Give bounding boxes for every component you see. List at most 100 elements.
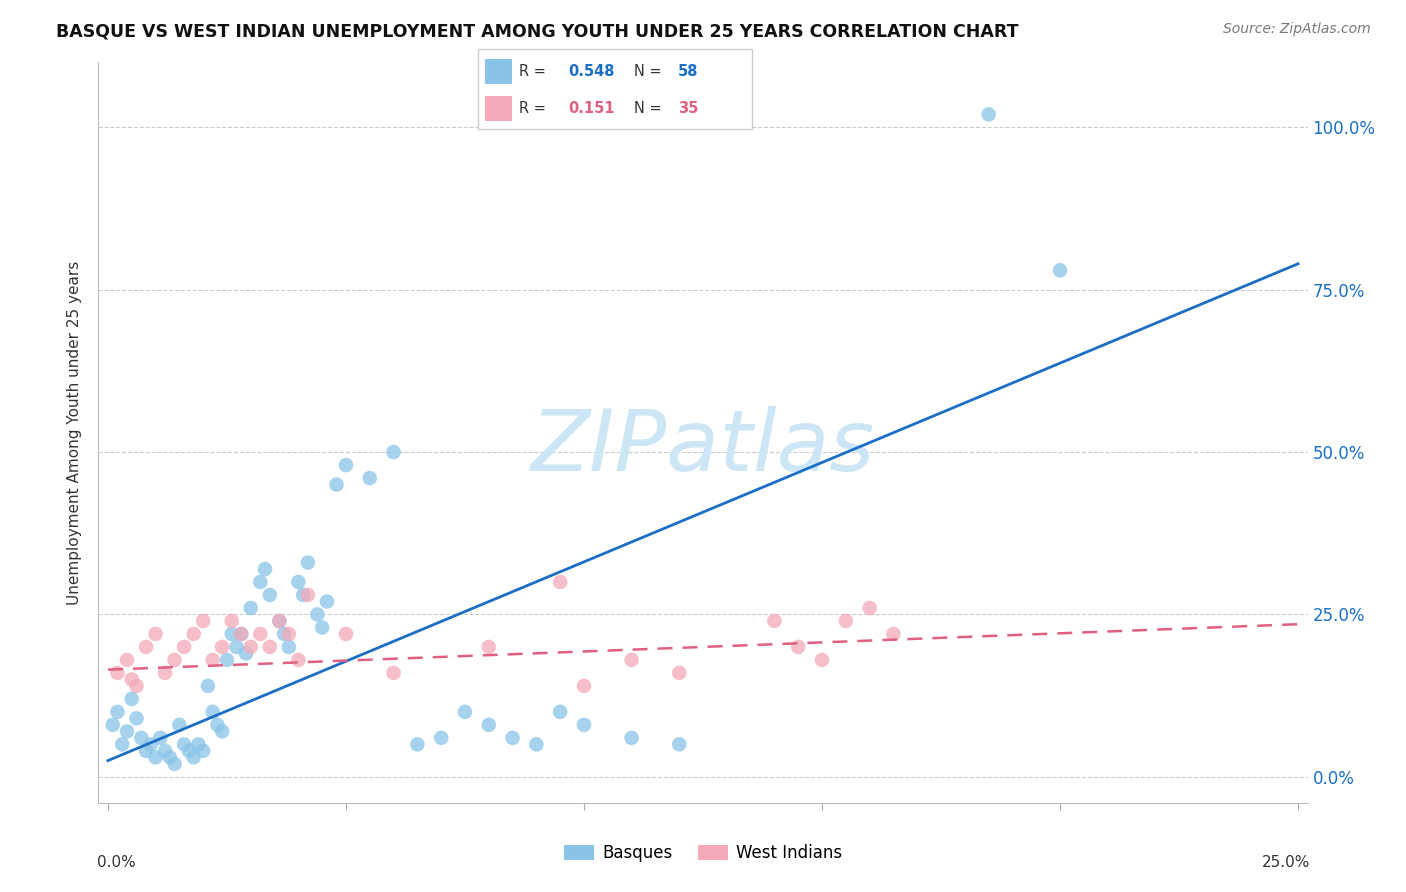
Point bbox=[287, 653, 309, 667]
Point bbox=[1049, 263, 1071, 277]
FancyBboxPatch shape bbox=[485, 95, 512, 121]
Point bbox=[249, 627, 271, 641]
Point bbox=[215, 653, 238, 667]
Point bbox=[307, 607, 329, 622]
Point bbox=[297, 556, 319, 570]
Point bbox=[225, 640, 247, 654]
Point bbox=[277, 640, 299, 654]
Point bbox=[125, 711, 148, 725]
Point bbox=[115, 653, 138, 667]
Text: 25.0%: 25.0% bbox=[1261, 855, 1310, 870]
Point bbox=[835, 614, 858, 628]
Point bbox=[572, 718, 595, 732]
Legend: Basques, West Indians: Basques, West Indians bbox=[557, 838, 849, 869]
Text: R =: R = bbox=[519, 64, 551, 79]
Point bbox=[159, 750, 181, 764]
Point bbox=[382, 445, 405, 459]
Point bbox=[292, 588, 315, 602]
Point bbox=[211, 640, 233, 654]
Point bbox=[977, 107, 1000, 121]
Point bbox=[335, 627, 357, 641]
Point bbox=[121, 692, 143, 706]
Point bbox=[259, 588, 281, 602]
Point bbox=[382, 665, 405, 680]
Point bbox=[454, 705, 477, 719]
Point bbox=[478, 718, 501, 732]
Point bbox=[572, 679, 595, 693]
FancyBboxPatch shape bbox=[485, 59, 512, 85]
Point bbox=[107, 665, 129, 680]
Text: R =: R = bbox=[519, 101, 555, 116]
Point bbox=[111, 737, 134, 751]
Point bbox=[254, 562, 277, 576]
Point bbox=[201, 653, 224, 667]
Point bbox=[763, 614, 786, 628]
Point bbox=[787, 640, 810, 654]
Text: 0.0%: 0.0% bbox=[97, 855, 136, 870]
Point bbox=[239, 601, 262, 615]
Point bbox=[620, 653, 643, 667]
FancyBboxPatch shape bbox=[478, 49, 752, 129]
Point bbox=[269, 614, 291, 628]
Point bbox=[548, 574, 571, 589]
Text: 35: 35 bbox=[678, 101, 699, 116]
Point bbox=[173, 737, 195, 751]
Point bbox=[145, 627, 167, 641]
Point bbox=[239, 640, 262, 654]
Point bbox=[101, 718, 124, 732]
Text: 0.548: 0.548 bbox=[568, 64, 614, 79]
Point bbox=[668, 737, 690, 751]
Text: N =: N = bbox=[634, 101, 666, 116]
Text: N =: N = bbox=[634, 64, 666, 79]
Point bbox=[478, 640, 501, 654]
Point bbox=[668, 665, 690, 680]
Point bbox=[149, 731, 172, 745]
Point bbox=[129, 731, 152, 745]
Point bbox=[201, 705, 224, 719]
Text: Source: ZipAtlas.com: Source: ZipAtlas.com bbox=[1223, 22, 1371, 37]
Point bbox=[502, 731, 524, 745]
Point bbox=[183, 627, 205, 641]
Point bbox=[311, 620, 333, 634]
Point bbox=[620, 731, 643, 745]
Point bbox=[163, 653, 186, 667]
Point bbox=[135, 640, 157, 654]
Point bbox=[316, 594, 339, 608]
Point bbox=[231, 627, 253, 641]
Point bbox=[187, 737, 209, 751]
Text: 58: 58 bbox=[678, 64, 699, 79]
Point bbox=[153, 744, 176, 758]
Point bbox=[107, 705, 129, 719]
Point bbox=[153, 665, 176, 680]
Point bbox=[548, 705, 571, 719]
Point bbox=[139, 737, 162, 751]
Point bbox=[173, 640, 195, 654]
Point bbox=[811, 653, 834, 667]
Point bbox=[297, 588, 319, 602]
Point bbox=[191, 744, 214, 758]
Text: ZIPatlas: ZIPatlas bbox=[531, 406, 875, 489]
Point bbox=[125, 679, 148, 693]
Point bbox=[135, 744, 157, 758]
Point bbox=[221, 614, 243, 628]
Point bbox=[259, 640, 281, 654]
Point bbox=[231, 627, 253, 641]
Point bbox=[191, 614, 214, 628]
Point bbox=[859, 601, 882, 615]
Point bbox=[177, 744, 200, 758]
Y-axis label: Unemployment Among Youth under 25 years: Unemployment Among Youth under 25 years bbox=[67, 260, 83, 605]
Point bbox=[183, 750, 205, 764]
Point bbox=[121, 673, 143, 687]
Point bbox=[335, 458, 357, 472]
Point bbox=[145, 750, 167, 764]
Point bbox=[430, 731, 453, 745]
Point bbox=[115, 724, 138, 739]
Point bbox=[277, 627, 299, 641]
Point bbox=[524, 737, 547, 751]
Point bbox=[359, 471, 381, 485]
Text: BASQUE VS WEST INDIAN UNEMPLOYMENT AMONG YOUTH UNDER 25 YEARS CORRELATION CHART: BASQUE VS WEST INDIAN UNEMPLOYMENT AMONG… bbox=[56, 22, 1019, 40]
Point bbox=[269, 614, 291, 628]
Point bbox=[273, 627, 295, 641]
Text: 0.151: 0.151 bbox=[568, 101, 616, 116]
Point bbox=[197, 679, 219, 693]
